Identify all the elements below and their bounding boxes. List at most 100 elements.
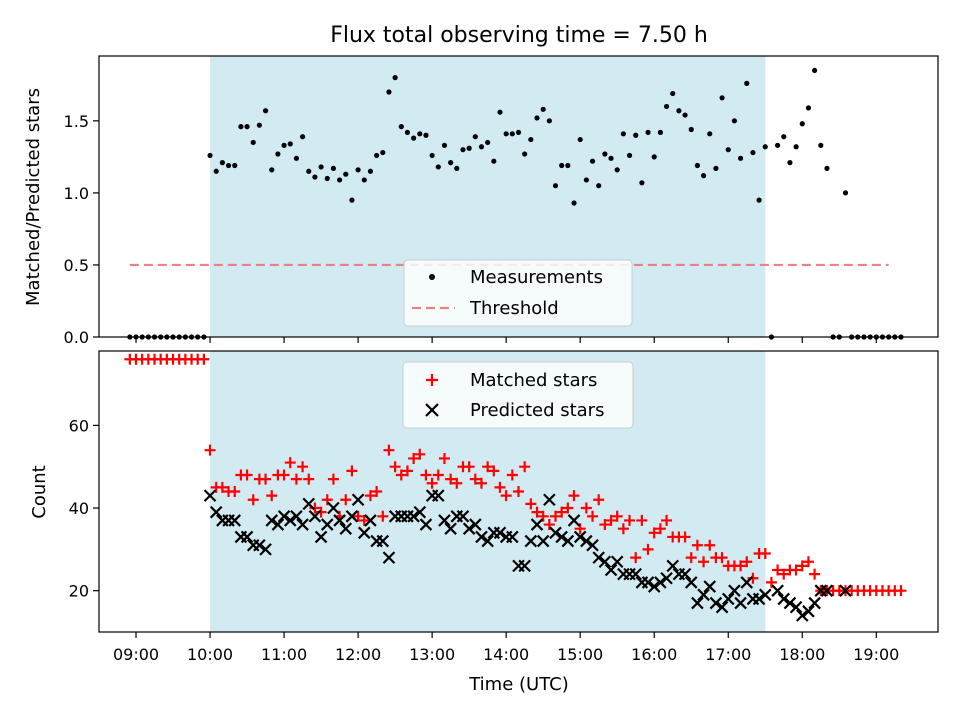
predicted-star-marker (647, 580, 661, 593)
matched-star-marker (747, 572, 759, 584)
x-tick-label: 10:00 (187, 645, 233, 664)
matched-star-marker (463, 461, 475, 473)
measurement-point (812, 67, 818, 74)
predicted-star-marker (740, 576, 754, 589)
matched-star-marker (488, 465, 500, 477)
measurement-point (349, 197, 355, 203)
measurement-point (707, 131, 713, 137)
matched-star-marker (451, 477, 463, 489)
matched-star-marker (691, 539, 703, 551)
measurement-point (472, 134, 478, 140)
legend-label-predicted: Predicted stars (470, 400, 604, 421)
predicted-star-marker (209, 505, 223, 519)
matched-star-marker (741, 556, 753, 568)
bottom-legend-box (402, 361, 634, 429)
measurement-point (552, 183, 559, 189)
matched-stars-points (124, 353, 907, 597)
matched-star-marker (198, 353, 210, 365)
legend-label-matched: Matched stars (470, 370, 597, 391)
predicted-star-marker (703, 580, 717, 593)
predicted-star-marker (752, 592, 766, 606)
matched-star-marker (303, 473, 315, 485)
predicted-star-marker (327, 501, 340, 515)
predicted-star-marker (382, 551, 396, 564)
top-y-label: Matched/Predicted stars (23, 88, 44, 306)
matched-star-marker (593, 494, 605, 506)
measurement-point (546, 118, 552, 124)
matched-star-marker (568, 490, 580, 502)
predicted-star-marker (302, 497, 316, 511)
bottom-y-tick-label: 20 (69, 582, 89, 601)
predicted-star-marker (462, 522, 476, 535)
predicted-star-marker (592, 551, 605, 564)
top-legend: Measurements Threshold (403, 259, 633, 327)
matched-star-marker (574, 523, 586, 535)
predicted-star-marker (654, 576, 667, 589)
measurement-point (731, 118, 738, 124)
measurement-point (244, 124, 250, 130)
predicted-star-marker (536, 534, 550, 548)
x-tick-label: 12:00 (335, 645, 381, 664)
matched-star-marker (642, 543, 654, 555)
predicted-star-marker (604, 563, 618, 577)
x-tick-label: 09:00 (113, 645, 159, 664)
measurement-point (491, 158, 497, 164)
matched-star-marker (537, 510, 549, 522)
legend-label-threshold: Threshold (469, 298, 559, 319)
measurement-point (386, 89, 392, 95)
matched-star-marker (735, 560, 747, 572)
x-axis-label: Time (UTC) (468, 674, 569, 695)
top-x-ticks (135, 337, 877, 343)
measurement-point (306, 168, 312, 174)
x-tick-label: 13:00 (409, 645, 455, 664)
measurement-point (411, 135, 417, 141)
matched-star-marker (260, 473, 272, 485)
matched-star-marker (617, 523, 629, 535)
predicted-star-marker (203, 489, 217, 502)
predicted-star-marker (290, 510, 303, 523)
measurement-point (219, 160, 225, 166)
matched-star-marker (500, 490, 512, 502)
top-y-tick-label: 0.5 (64, 256, 89, 275)
top-y-ticks: 0.0 0.5 1.0 1.5 (64, 112, 99, 347)
measurement-point (725, 147, 731, 153)
predicted-star-marker (357, 526, 371, 540)
matched-star-marker (266, 490, 278, 502)
predicted-star-marker (573, 530, 587, 544)
predicted-star-marker (734, 596, 747, 610)
matched-star-marker (420, 469, 432, 481)
measurement-point (318, 164, 324, 170)
measurement-point (571, 200, 577, 206)
legend-label-measurements: Measurements (470, 267, 603, 288)
predicted-star-marker (376, 534, 390, 548)
measurement-point (361, 177, 367, 183)
predicted-star-marker (839, 584, 852, 597)
predicted-star-marker (728, 584, 741, 597)
predicted-star-marker (555, 530, 568, 544)
measurement-point (355, 167, 361, 173)
x-tick-label: 18:00 (779, 645, 825, 664)
matched-star-marker (290, 473, 302, 485)
measurement-point (700, 173, 707, 179)
measurement-point (540, 106, 546, 112)
matched-star-marker (531, 506, 543, 518)
predicted-star-marker (660, 572, 673, 585)
predicted-star-marker (783, 596, 797, 610)
measurement-point (281, 142, 287, 148)
measurement-point (602, 151, 608, 157)
measurement-point (824, 165, 830, 171)
matched-star-marker (550, 510, 562, 522)
predicted-star-marker (456, 510, 470, 523)
measurement-point (719, 95, 725, 101)
measurement-point (626, 152, 633, 159)
matched-star-marker (580, 502, 592, 514)
matched-star-marker (216, 481, 228, 493)
top-y-tick-label: 1.5 (64, 112, 89, 131)
matched-star-marker (679, 531, 691, 543)
measurement-point (478, 144, 485, 150)
bottom-panel: 20 40 60 09:00 10:00 11:00 12:00 13:00 14:00 15:… (29, 350, 939, 695)
predicted-stars-points (203, 489, 852, 622)
measurement-point (522, 151, 528, 157)
matched-star-marker (556, 506, 568, 518)
measurement-point (750, 149, 756, 156)
